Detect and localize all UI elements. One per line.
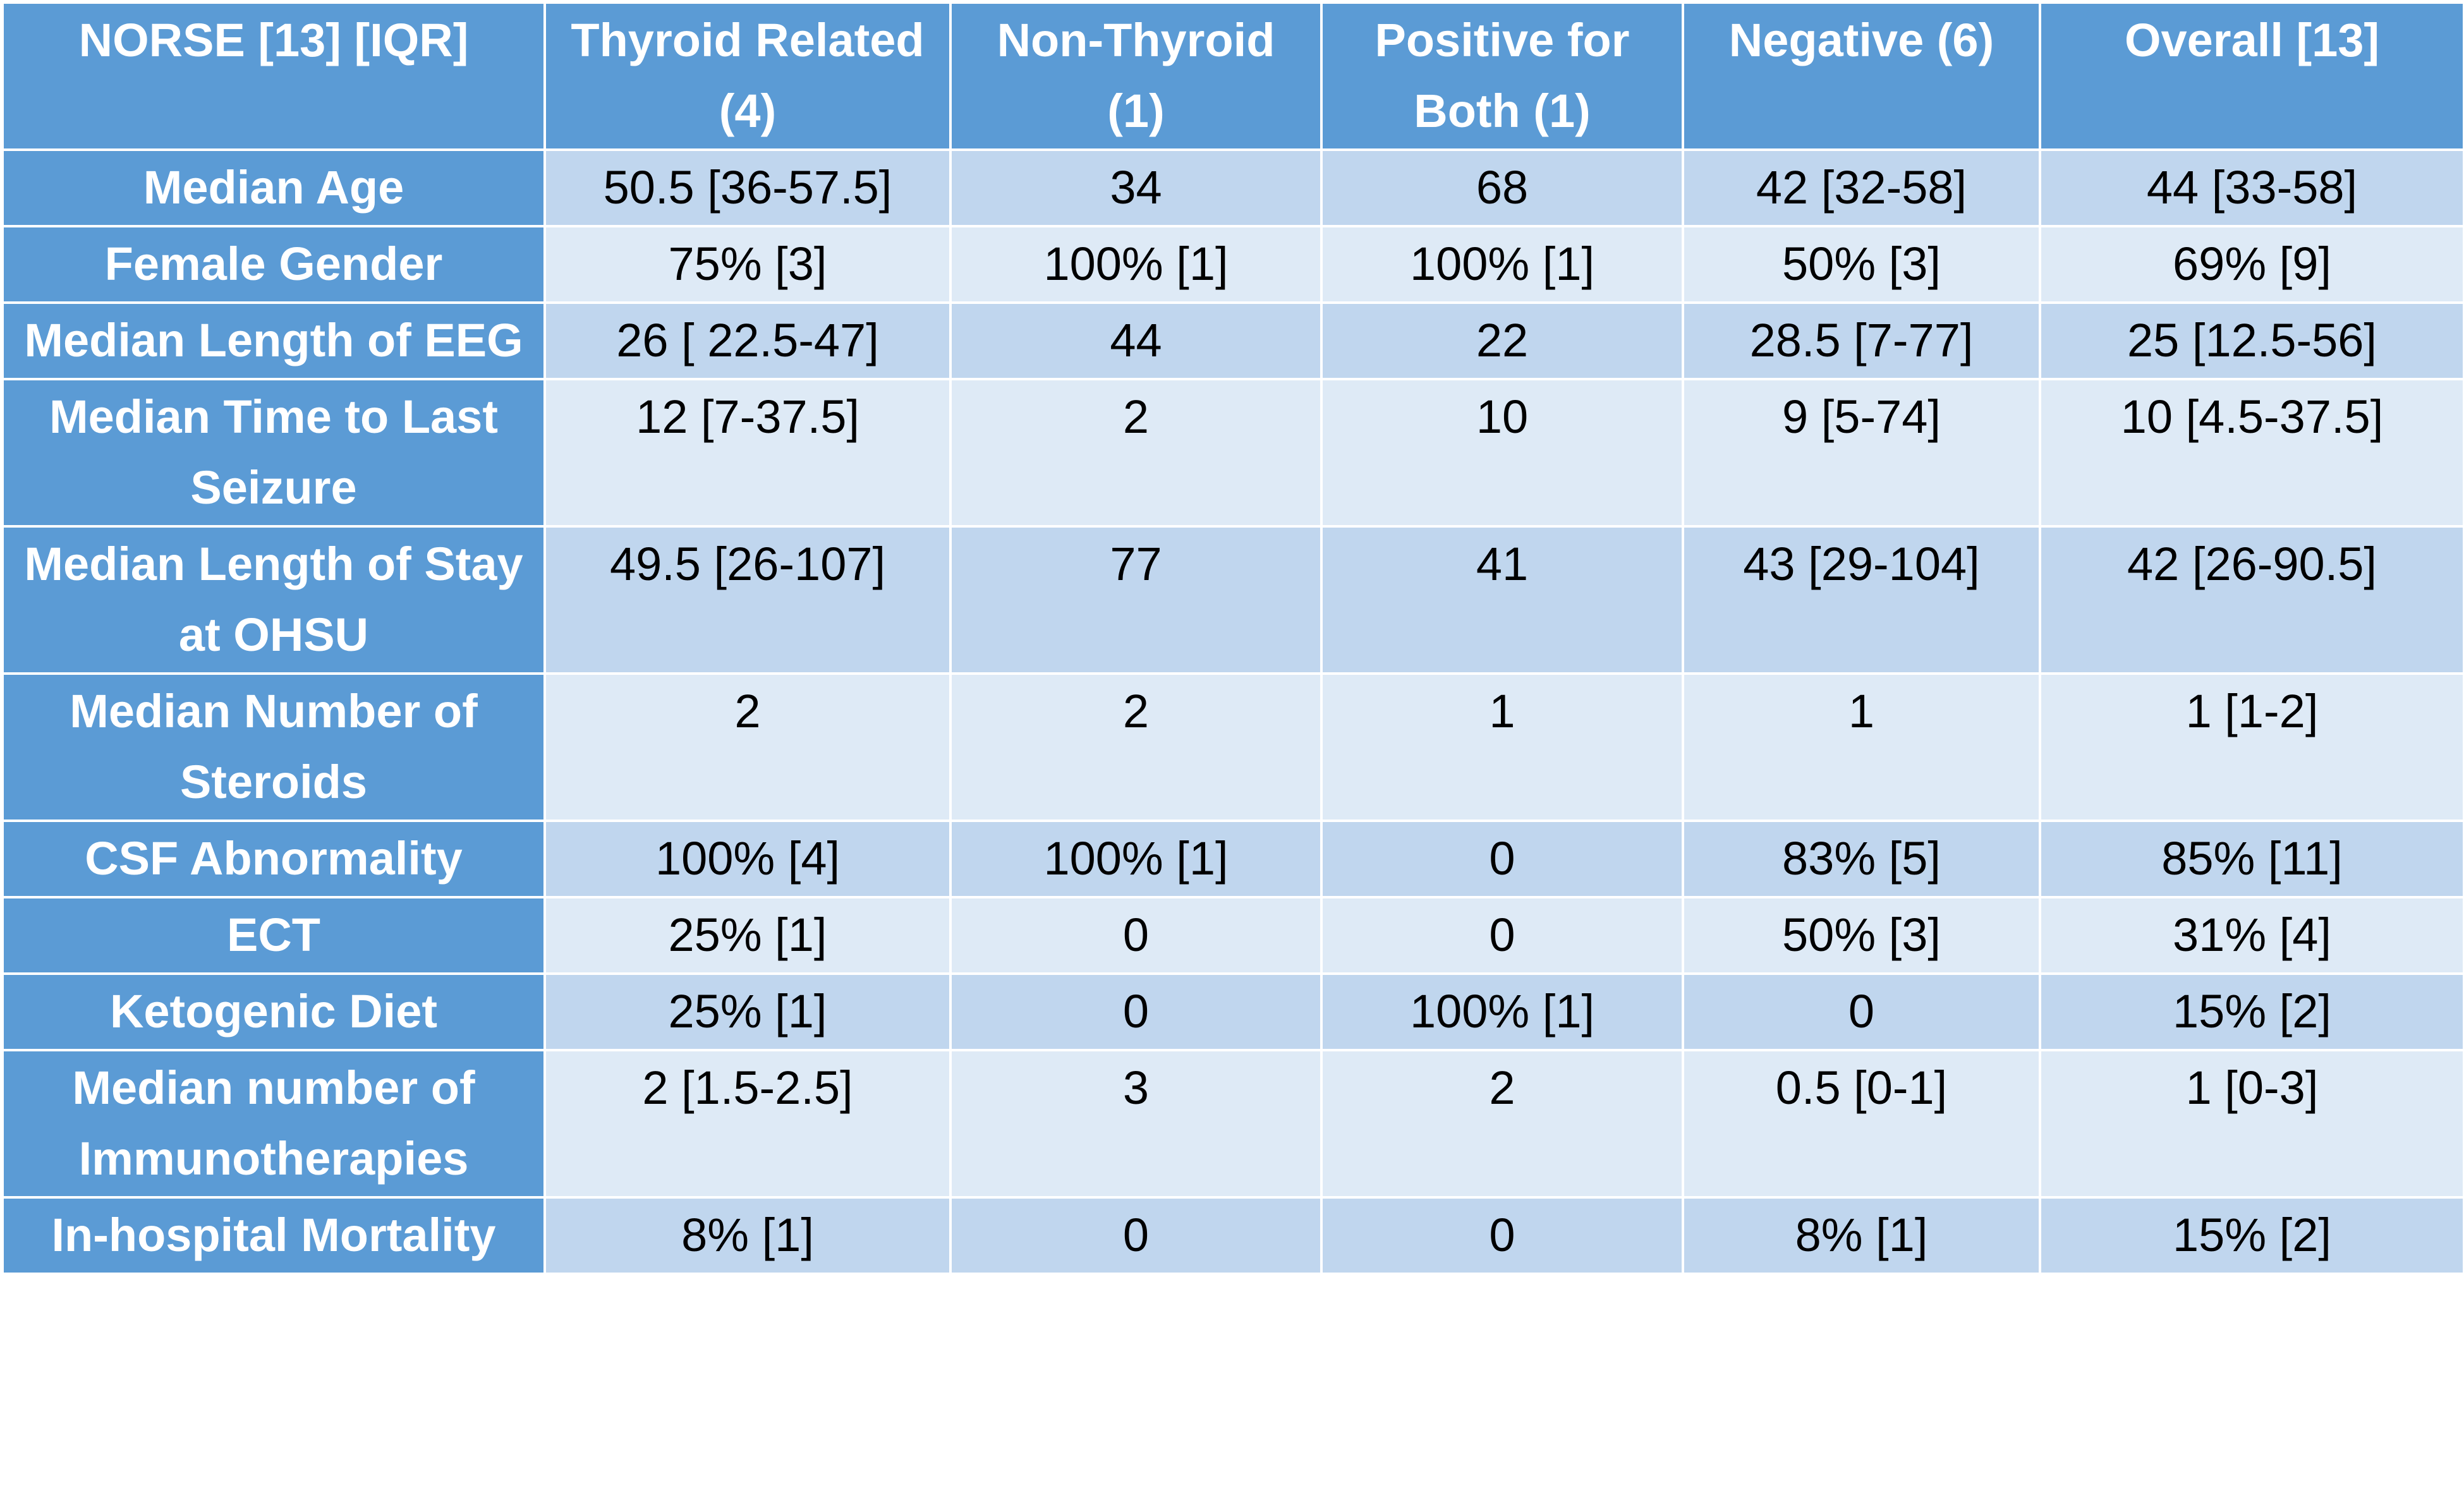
cell: 34 — [949, 148, 1323, 227]
row-label: Median Number of Steroids — [1, 672, 546, 822]
cell: 44 [33-58] — [2039, 148, 2464, 227]
cell: 12 [7-37.5] — [543, 378, 952, 528]
cell: 42 [26-90.5] — [2039, 525, 2464, 675]
cell: 42 [32-58] — [1682, 148, 2041, 227]
table-row: Median number of Immunotherapies 2 [1.5-2… — [1, 1049, 2464, 1199]
cell: 8% [1] — [1682, 1196, 2041, 1275]
table-row: Female Gender 75% [3] 100% [1] 100% [1] 50% … — [1, 225, 2464, 304]
row-label: Median Time to Last Seizure — [1, 378, 546, 528]
cell: 1 — [1320, 672, 1684, 822]
table-row: Median Number of Steroids 2 2 1 1 1 [1-2] — [1, 672, 2464, 822]
header-cell: Positive for Both (1) — [1320, 1, 1684, 151]
cell: 26 [ 22.5-47] — [543, 301, 952, 380]
cell: 10 — [1320, 378, 1684, 528]
cell: 1 — [1682, 672, 2041, 822]
cell: 3 — [949, 1049, 1323, 1199]
cell: 2 [1.5-2.5] — [543, 1049, 952, 1199]
table-row: Ketogenic Diet 25% [1] 0 100% [1] 0 15% [2] — [1, 972, 2464, 1051]
row-label: Median Age — [1, 148, 546, 227]
table-body: Median Age 50.5 [36-57.5] 34 68 42 [32-58] 44… — [1, 148, 2464, 1275]
cell: 1 [0-3] — [2039, 1049, 2464, 1199]
cell: 0 — [1320, 820, 1684, 898]
cell: 50.5 [36-57.5] — [543, 148, 952, 227]
data-table: NORSE [13] [IQR] Thyroid Related (4) Non-T… — [1, 1, 2464, 1275]
cell: 0 — [1682, 972, 2041, 1051]
cell: 2 — [543, 672, 952, 822]
cell: 9 [5-74] — [1682, 378, 2041, 528]
header-cell: NORSE [13] [IQR] — [1, 1, 546, 151]
header-cell: Overall [13] — [2039, 1, 2464, 151]
cell: 41 — [1320, 525, 1684, 675]
cell: 44 — [949, 301, 1323, 380]
cell: 28.5 [7-77] — [1682, 301, 2041, 380]
cell: 100% [1] — [949, 820, 1323, 898]
cell: 75% [3] — [543, 225, 952, 304]
cell: 68 — [1320, 148, 1684, 227]
cell: 8% [1] — [543, 1196, 952, 1275]
table-row: In-hospital Mortality 8% [1] 0 0 8% [1] 15% [… — [1, 1196, 2464, 1275]
cell: 31% [4] — [2039, 896, 2464, 975]
cell: 0 — [949, 972, 1323, 1051]
row-label: Female Gender — [1, 225, 546, 304]
cell: 25% [1] — [543, 896, 952, 975]
row-label: In-hospital Mortality — [1, 1196, 546, 1275]
cell: 50% [3] — [1682, 225, 2041, 304]
cell: 85% [11] — [2039, 820, 2464, 898]
header-cell: Negative (6) — [1682, 1, 2041, 151]
cell: 0 — [949, 896, 1323, 975]
row-label: Median Length of Stay at OHSU — [1, 525, 546, 675]
cell: 25% [1] — [543, 972, 952, 1051]
row-label: Median Length of EEG — [1, 301, 546, 380]
cell: 77 — [949, 525, 1323, 675]
cell: 10 [4.5-37.5] — [2039, 378, 2464, 528]
cell: 49.5 [26-107] — [543, 525, 952, 675]
cell: 0 — [1320, 1196, 1684, 1275]
cell: 69% [9] — [2039, 225, 2464, 304]
cell: 2 — [949, 672, 1323, 822]
table-row: Median Age 50.5 [36-57.5] 34 68 42 [32-58] 44… — [1, 148, 2464, 227]
cell: 0 — [949, 1196, 1323, 1275]
table-row: ECT 25% [1] 0 0 50% [3] 31% [4] — [1, 896, 2464, 975]
row-label: ECT — [1, 896, 546, 975]
cell: 25 [12.5-56] — [2039, 301, 2464, 380]
header-cell: Non-Thyroid (1) — [949, 1, 1323, 151]
table-row: Median Time to Last Seizure 12 [7-37.5] 2 1… — [1, 378, 2464, 528]
row-label: Median number of Immunotherapies — [1, 1049, 546, 1199]
cell: 100% [1] — [1320, 972, 1684, 1051]
cell: 15% [2] — [2039, 1196, 2464, 1275]
row-label: Ketogenic Diet — [1, 972, 546, 1051]
header-cell: Thyroid Related (4) — [543, 1, 952, 151]
table-row: Median Length of EEG 26 [ 22.5-47] 44 22 28.… — [1, 301, 2464, 380]
table-row: CSF Abnormality 100% [4] 100% [1] 0 83% [5] 8… — [1, 820, 2464, 898]
table-row: Median Length of Stay at OHSU 49.5 [26-10… — [1, 525, 2464, 675]
cell: 15% [2] — [2039, 972, 2464, 1051]
header-row: NORSE [13] [IQR] Thyroid Related (4) Non-T… — [1, 1, 2464, 151]
cell: 43 [29-104] — [1682, 525, 2041, 675]
cell: 2 — [949, 378, 1323, 528]
cell: 0.5 [0-1] — [1682, 1049, 2041, 1199]
cell: 100% [4] — [543, 820, 952, 898]
row-label: CSF Abnormality — [1, 820, 546, 898]
cell: 1 [1-2] — [2039, 672, 2464, 822]
cell: 100% [1] — [949, 225, 1323, 304]
cell: 22 — [1320, 301, 1684, 380]
cell: 2 — [1320, 1049, 1684, 1199]
cell: 50% [3] — [1682, 896, 2041, 975]
cell: 100% [1] — [1320, 225, 1684, 304]
cell: 83% [5] — [1682, 820, 2041, 898]
cell: 0 — [1320, 896, 1684, 975]
